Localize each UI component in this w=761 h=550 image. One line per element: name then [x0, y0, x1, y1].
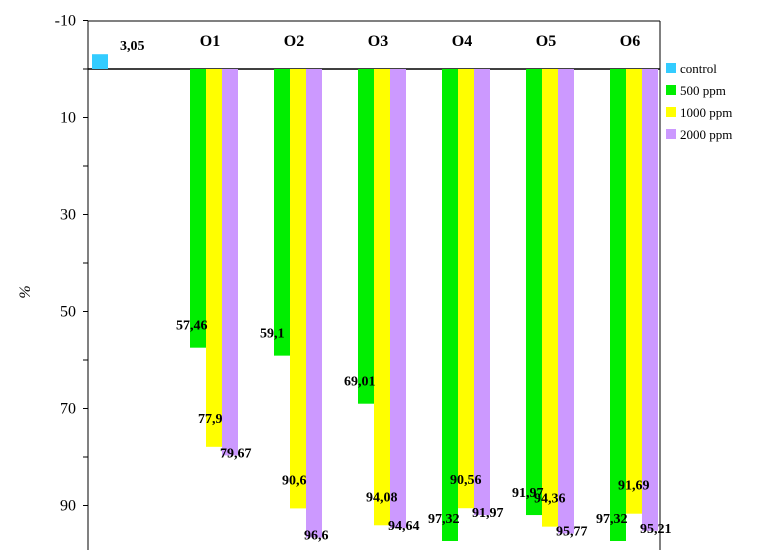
- data-label-1000-ppm-O6: 91,69: [618, 479, 650, 494]
- y-tick-label: 70: [60, 401, 76, 418]
- legend-label: control: [680, 61, 717, 76]
- bar-2000-ppm-O2: [306, 69, 322, 538]
- data-label-1000-ppm-O1: 77,9: [198, 412, 223, 427]
- bar-2000-ppm-O5: [558, 69, 574, 534]
- data-label-2000-ppm-O2: 96,6: [304, 529, 329, 544]
- bar-1000-ppm-O4: [458, 69, 474, 509]
- bar-500-ppm-O3: [358, 69, 374, 404]
- y-tick-label: 10: [60, 110, 76, 127]
- bar-2000-ppm-O6: [642, 69, 658, 531]
- data-label-500-ppm-O4: 97,32: [428, 512, 460, 527]
- data-label-500-ppm-O3: 69,01: [344, 375, 376, 390]
- data-label-2000-ppm-O1: 79,67: [220, 446, 252, 461]
- legend-swatch: [666, 107, 676, 117]
- data-label-2000-ppm-O3: 94,64: [388, 519, 420, 534]
- y-tick-label: -10: [55, 13, 76, 30]
- legend-swatch: [666, 85, 676, 95]
- legend-label: 1000 ppm: [680, 105, 732, 120]
- y-tick-label: 90: [60, 498, 76, 515]
- data-label-2000-ppm-O6: 95,21: [640, 522, 672, 537]
- bar-1000-ppm-O5: [542, 69, 558, 527]
- data-label-control: 3,05: [120, 39, 145, 54]
- data-label-2000-ppm-O4: 91,97: [472, 506, 504, 521]
- y-tick-label: 50: [60, 304, 76, 321]
- legend-label: 500 ppm: [680, 83, 726, 98]
- data-label-1000-ppm-O2: 90,6: [282, 473, 307, 488]
- data-label-500-ppm-O6: 97,32: [596, 512, 628, 527]
- bar-500-ppm-O4: [442, 69, 458, 542]
- category-label: O2: [284, 33, 304, 50]
- bar-1000-ppm-O1: [206, 69, 222, 447]
- category-label: O4: [452, 33, 472, 50]
- data-label-1000-ppm-O4: 90,56: [450, 473, 482, 488]
- legend-swatch: [666, 63, 676, 73]
- bar-1000-ppm-O2: [290, 69, 306, 509]
- y-tick-label: 30: [60, 207, 76, 224]
- bar-control: [92, 54, 108, 69]
- category-label: O5: [536, 33, 556, 50]
- bar-500-ppm-O1: [190, 69, 206, 348]
- bar-500-ppm-O2: [274, 69, 290, 356]
- bar-500-ppm-O5: [526, 69, 542, 516]
- bar-500-ppm-O6: [610, 69, 626, 542]
- data-label-2000-ppm-O5: 95,77: [556, 524, 588, 539]
- bar-2000-ppm-O1: [222, 69, 238, 456]
- data-label-500-ppm-O5: 91,97: [512, 486, 544, 501]
- category-label: O6: [620, 33, 640, 50]
- data-label-500-ppm-O2: 59,1: [260, 327, 285, 342]
- data-label-1000-ppm-O3: 94,08: [366, 490, 398, 505]
- bar-2000-ppm-O3: [390, 69, 406, 529]
- data-label-1000-ppm-O5: 94,36: [534, 492, 566, 507]
- category-label: O3: [368, 33, 388, 50]
- bar-2000-ppm-O4: [474, 69, 490, 516]
- legend-label: 2000 ppm: [680, 127, 732, 142]
- bar-1000-ppm-O3: [374, 69, 390, 526]
- category-label: O1: [200, 33, 220, 50]
- y-axis-title: %: [17, 285, 34, 298]
- legend-swatch: [666, 129, 676, 139]
- data-label-500-ppm-O1: 57,46: [176, 319, 208, 334]
- bar-1000-ppm-O6: [626, 69, 642, 514]
